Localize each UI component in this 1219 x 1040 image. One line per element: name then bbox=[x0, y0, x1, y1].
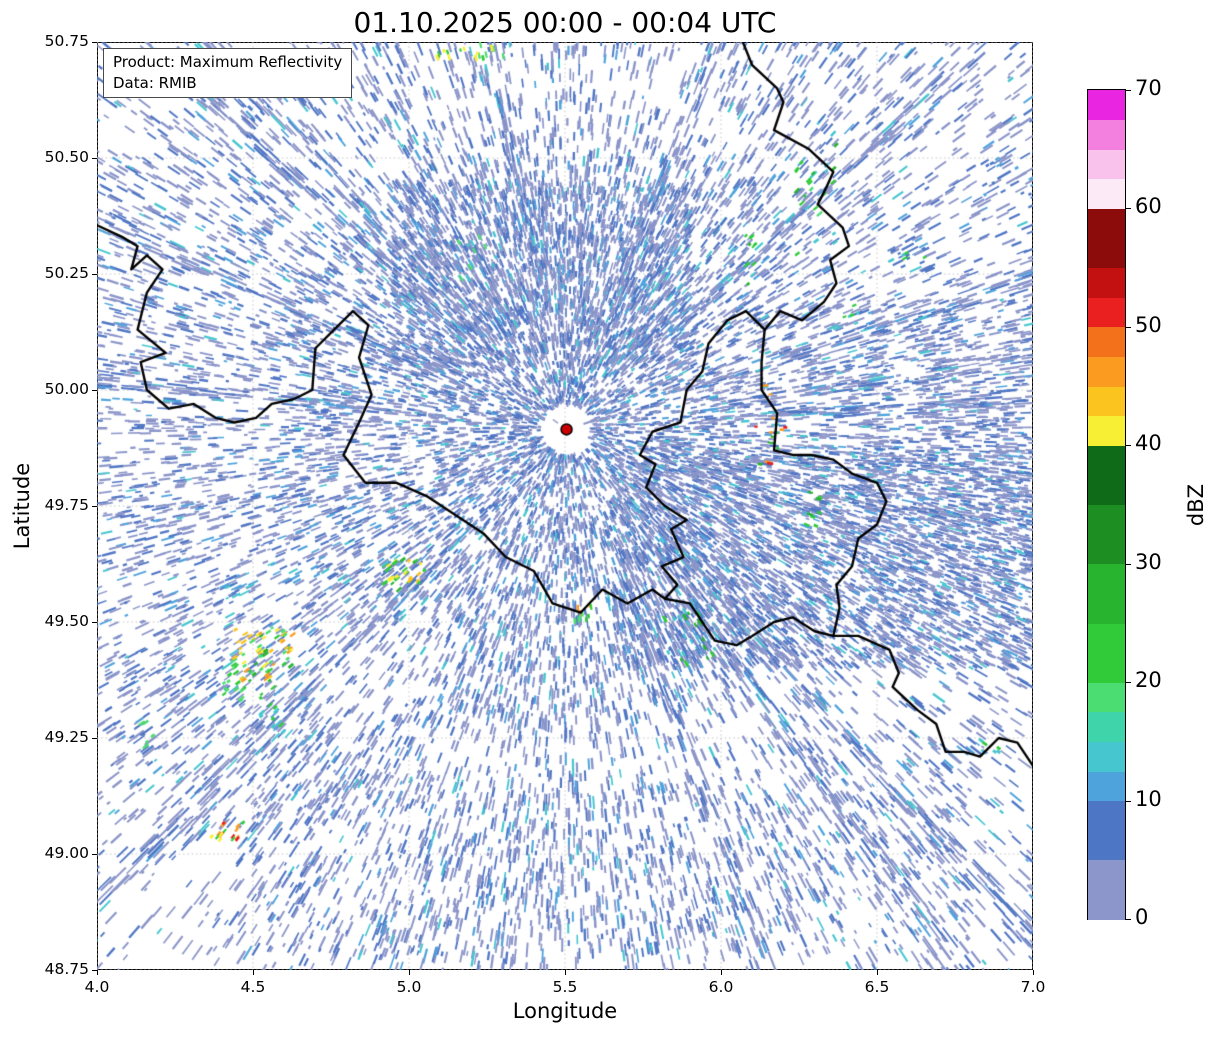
x-tick-mark bbox=[565, 970, 566, 975]
radar-map-canvas bbox=[97, 42, 1033, 970]
y-tick-label: 50.25 bbox=[44, 264, 89, 282]
plot-area: Product: Maximum Reflectivity Data: RMIB bbox=[97, 42, 1033, 970]
colorbar-tick-label: 10 bbox=[1135, 786, 1162, 811]
y-tick-label: 49.25 bbox=[44, 728, 89, 746]
x-axis-label: Longitude bbox=[512, 999, 618, 1023]
x-tick-mark bbox=[409, 970, 410, 975]
colorbar-band bbox=[1088, 504, 1125, 565]
colorbar-tick-mark bbox=[1126, 563, 1131, 565]
y-tick-mark bbox=[92, 854, 97, 855]
colorbar-tick-mark bbox=[1126, 682, 1131, 684]
y-tick-label: 50.50 bbox=[44, 148, 89, 166]
product-annotation: Product: Maximum Reflectivity Data: RMIB bbox=[103, 48, 353, 98]
colorbar-band bbox=[1088, 859, 1125, 920]
colorbar-band bbox=[1088, 563, 1125, 624]
colorbar-tick-mark bbox=[1126, 326, 1131, 328]
colorbar-band bbox=[1088, 711, 1125, 742]
x-tick-label: 5.5 bbox=[552, 978, 578, 996]
annotation-data-source: Data: RMIB bbox=[113, 74, 197, 92]
y-tick-label: 49.75 bbox=[44, 496, 89, 514]
colorbar bbox=[1087, 89, 1126, 920]
colorbar-band bbox=[1088, 267, 1125, 298]
chart-title: 01.10.2025 00:00 - 00:04 UTC bbox=[353, 6, 777, 39]
x-tick-label: 6.0 bbox=[708, 978, 734, 996]
colorbar-label: dBZ bbox=[1184, 483, 1208, 527]
colorbar-tick-label: 60 bbox=[1135, 194, 1162, 219]
colorbar-band bbox=[1088, 208, 1125, 269]
y-tick-mark bbox=[92, 506, 97, 507]
colorbar-band bbox=[1088, 326, 1125, 358]
y-tick-label: 49.50 bbox=[44, 612, 89, 630]
y-tick-mark bbox=[92, 622, 97, 623]
colorbar-tick-mark bbox=[1126, 90, 1131, 91]
x-tick-label: 5.0 bbox=[396, 978, 422, 996]
colorbar-band bbox=[1088, 149, 1125, 180]
y-tick-mark bbox=[92, 390, 97, 391]
x-tick-label: 4.0 bbox=[84, 978, 110, 996]
colorbar-band bbox=[1088, 445, 1125, 506]
colorbar-tick-mark bbox=[1126, 445, 1131, 447]
y-tick-mark bbox=[92, 970, 97, 971]
x-tick-mark bbox=[253, 970, 254, 975]
y-tick-label: 49.00 bbox=[44, 844, 89, 862]
y-tick-label: 50.00 bbox=[44, 380, 89, 398]
annotation-product: Product: Maximum Reflectivity bbox=[113, 53, 343, 71]
x-tick-mark bbox=[97, 970, 98, 975]
x-tick-mark bbox=[1033, 970, 1034, 975]
x-tick-mark bbox=[877, 970, 878, 975]
colorbar-band bbox=[1088, 90, 1125, 121]
colorbar-band bbox=[1088, 178, 1125, 210]
colorbar-band bbox=[1088, 386, 1125, 417]
colorbar-band bbox=[1088, 770, 1125, 802]
colorbar-band bbox=[1088, 682, 1125, 713]
y-tick-mark bbox=[92, 274, 97, 275]
x-tick-label: 4.5 bbox=[240, 978, 266, 996]
y-tick-mark bbox=[92, 158, 97, 159]
colorbar-tick-mark bbox=[1126, 919, 1131, 920]
colorbar-band bbox=[1088, 119, 1125, 150]
colorbar-tick-label: 50 bbox=[1135, 312, 1162, 337]
y-tick-mark bbox=[92, 42, 97, 43]
y-axis-label: Latitude bbox=[10, 462, 34, 550]
colorbar-band bbox=[1088, 415, 1125, 446]
colorbar-band bbox=[1088, 297, 1125, 328]
colorbar-band bbox=[1088, 741, 1125, 772]
colorbar-tick-label: 70 bbox=[1135, 76, 1162, 100]
colorbar-tick-label: 0 bbox=[1135, 905, 1149, 929]
colorbar-tick-mark bbox=[1126, 208, 1131, 210]
y-tick-label: 50.75 bbox=[44, 32, 89, 50]
y-tick-label: 48.75 bbox=[44, 960, 89, 978]
colorbar-band bbox=[1088, 800, 1125, 861]
colorbar-band bbox=[1088, 356, 1125, 387]
colorbar-tick-label: 30 bbox=[1135, 549, 1162, 574]
colorbar-tick-mark bbox=[1126, 800, 1131, 802]
colorbar-band bbox=[1088, 622, 1125, 683]
colorbar-tick-label: 20 bbox=[1135, 668, 1162, 693]
y-tick-mark bbox=[92, 738, 97, 739]
x-tick-label: 7.0 bbox=[1020, 978, 1046, 996]
colorbar-tick-label: 40 bbox=[1135, 431, 1162, 456]
x-tick-label: 6.5 bbox=[864, 978, 890, 996]
x-tick-mark bbox=[721, 970, 722, 975]
